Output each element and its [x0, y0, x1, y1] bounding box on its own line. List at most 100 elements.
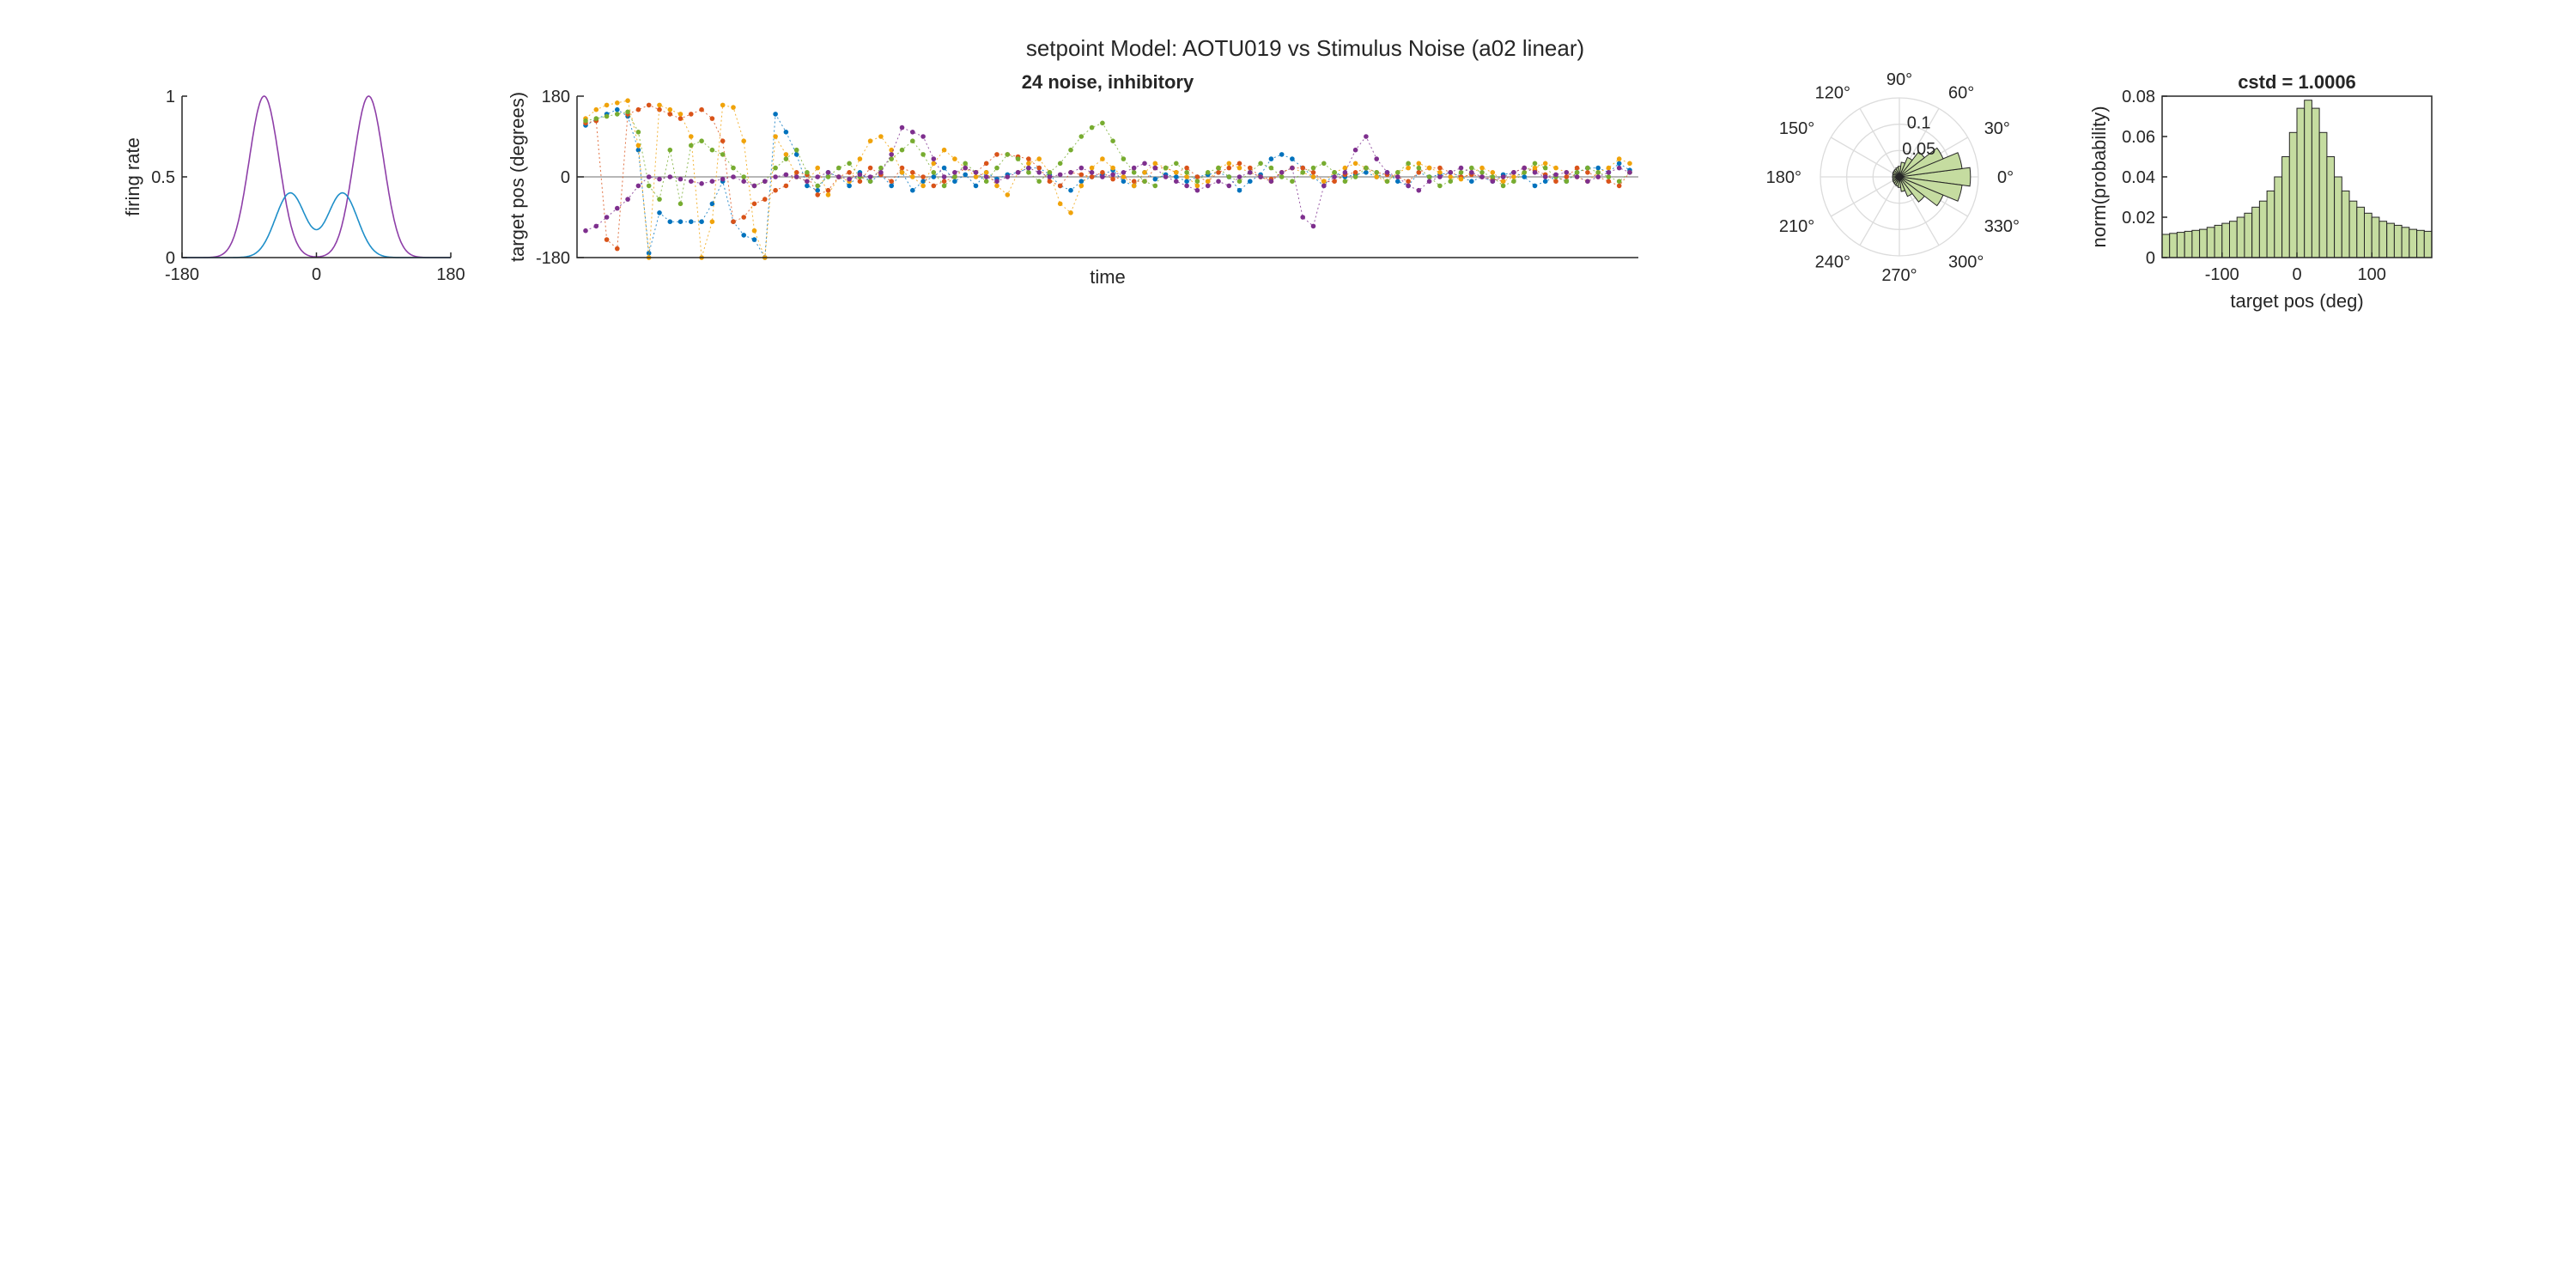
- trajectory-point: [635, 130, 641, 135]
- trajectory-point: [677, 201, 683, 207]
- histogram-ytick-label: 0.08: [2122, 88, 2155, 106]
- trajectory-point: [1226, 174, 1232, 179]
- histogram-bar: [2311, 107, 2320, 258]
- rose-angle-label: 0°: [1997, 168, 2014, 187]
- trajectory-point: [1268, 165, 1274, 171]
- trajectory-point: [1416, 187, 1422, 193]
- trajectory-point: [751, 228, 757, 234]
- trajectory-point: [931, 161, 937, 167]
- trajectory-point: [667, 219, 673, 224]
- trajectory-point: [815, 174, 820, 179]
- histogram-bar: [2423, 230, 2433, 258]
- trajectory-point: [689, 143, 694, 149]
- trajectory-point: [1606, 170, 1612, 175]
- trajectory-point: [1479, 165, 1485, 171]
- trajectory-point: [1047, 174, 1053, 179]
- histogram-bar: [2334, 176, 2342, 258]
- trajectory-point: [889, 156, 894, 161]
- histogram-bar: [2386, 222, 2395, 258]
- trajectory-point: [1564, 174, 1570, 179]
- rose-spoke: [1859, 107, 1900, 178]
- trajectory-point: [1078, 134, 1084, 139]
- trajectory-point: [1374, 174, 1379, 179]
- trajectory-point: [857, 156, 863, 161]
- trajectory-point: [1384, 170, 1390, 175]
- trajectory-point: [1216, 179, 1221, 184]
- histogram-bar: [2229, 221, 2238, 258]
- trajectory-point: [910, 170, 915, 175]
- trajectory-point: [1627, 170, 1632, 175]
- trajectory-point: [1627, 161, 1632, 167]
- trajectory-point: [1310, 223, 1316, 229]
- histogram-bar: [2401, 227, 2410, 258]
- trajectory-point: [1564, 170, 1570, 175]
- trajectory-point: [889, 179, 894, 184]
- trajectory-point: [1026, 161, 1031, 167]
- trajectory-point: [1194, 183, 1200, 189]
- trajectory-point: [1131, 170, 1137, 175]
- trajectory-line-1: [585, 109, 1631, 259]
- trajectory-point: [689, 179, 694, 184]
- trajectory-point: [815, 183, 820, 189]
- trajectory-point: [667, 147, 673, 153]
- histogram-bar: [2176, 232, 2185, 258]
- trajectory-point: [1437, 183, 1443, 189]
- histogram-ylabel: norm(probability): [2088, 106, 2110, 247]
- trajectory-point: [1364, 134, 1369, 139]
- trajectory-point: [593, 223, 599, 229]
- trajectory-point: [646, 183, 652, 189]
- trajectory-point: [1121, 174, 1127, 179]
- trajectory-point: [583, 228, 588, 234]
- tuning-xtick-label: -180: [165, 265, 199, 284]
- trajectory-point: [1511, 174, 1516, 179]
- histogram-bar: [2416, 229, 2425, 258]
- trajectory-point: [878, 170, 884, 175]
- trajectory-point: [983, 161, 989, 167]
- trajectory-point: [635, 183, 641, 189]
- trajectory-point: [1248, 179, 1253, 184]
- rose-angle-label: 30°: [1984, 119, 2010, 138]
- tuning-curves-marks: [182, 95, 451, 258]
- trajectory-point: [983, 179, 989, 184]
- trajectories-ytick-label: 0: [561, 168, 570, 187]
- trajectory-point: [1500, 174, 1506, 179]
- trajectory-point: [1026, 170, 1031, 175]
- trajectory-point: [615, 100, 620, 106]
- trajectory-point: [699, 219, 704, 224]
- histogram-bar: [2379, 221, 2388, 258]
- trajectory-point: [604, 215, 610, 220]
- trajectory-point: [1374, 156, 1379, 161]
- histogram-bars: [2161, 100, 2433, 258]
- trajectory-point: [1511, 179, 1516, 184]
- trajectory-point: [1458, 165, 1464, 171]
- trajectory-point: [1406, 179, 1411, 184]
- trajectory-point: [1416, 165, 1422, 171]
- trajectory-point: [762, 197, 768, 202]
- histogram-bar: [2251, 206, 2260, 258]
- trajectory-point: [615, 106, 620, 112]
- trajectory-point: [1174, 179, 1179, 184]
- figure-title: setpoint Model: AOTU019 vs Stimulus Nois…: [1026, 35, 1584, 61]
- trajectory-point: [952, 174, 957, 179]
- trajectory-point: [1522, 170, 1527, 175]
- trajectories-ylabel: target pos (degrees): [507, 92, 528, 262]
- trajectory-point: [1057, 172, 1063, 178]
- histogram-bar: [2318, 131, 2328, 258]
- trajectory-point: [1036, 170, 1042, 175]
- rose-radius-label: 0.1: [1907, 114, 1931, 133]
- trajectory-point: [941, 183, 947, 189]
- trajectory-marks: [583, 98, 1632, 260]
- trajectory-point: [1448, 179, 1453, 184]
- trajectory-point: [1110, 138, 1115, 143]
- trajectory-point: [657, 106, 662, 112]
- trajectory-point: [1500, 183, 1506, 189]
- trajectory-point: [1490, 170, 1496, 175]
- trajectory-point: [1184, 170, 1189, 175]
- histogram-bar: [2393, 224, 2403, 258]
- trajectory-point: [1585, 170, 1590, 175]
- trajectory-point: [709, 179, 715, 184]
- trajectory-point: [1121, 170, 1127, 175]
- trajectory-point: [1026, 165, 1031, 171]
- trajectory-point: [1616, 183, 1622, 189]
